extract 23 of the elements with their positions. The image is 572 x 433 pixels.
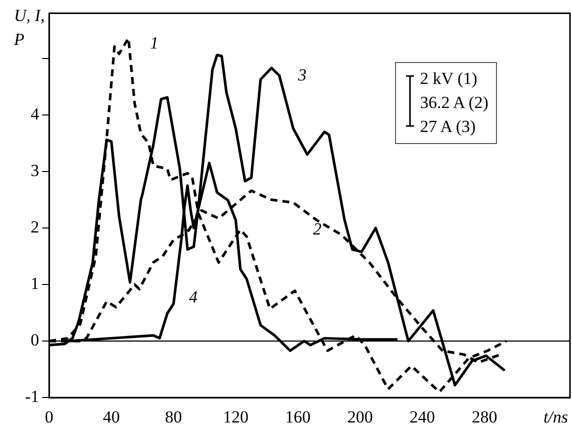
x-tick-label: 40 [102, 407, 120, 426]
x-tick-label: 80 [165, 407, 182, 426]
annotation: 36.2 A (2) [420, 92, 488, 114]
x-tick-label: 0 [44, 407, 54, 426]
x-tick-label: 160 [285, 407, 311, 426]
series-label: 1 [150, 33, 158, 52]
series-label: 3 [297, 65, 306, 84]
x-tick-label: 280 [472, 407, 498, 426]
y-tick-label: -1 [24, 387, 40, 406]
annotation: 27 A (3) [420, 116, 477, 138]
series-label: 2 [313, 219, 322, 238]
annotation: 2 kV (1) [420, 68, 478, 90]
x-tick-label: 200 [347, 407, 373, 426]
x-axis-title: t/ns [543, 408, 568, 427]
y-tick-label: 2 [30, 217, 40, 236]
series-label: 4 [189, 287, 198, 306]
y-tick-label: 4 [30, 104, 40, 124]
y-tick-label: 0 [30, 330, 40, 350]
x-tick-label: 120 [222, 407, 248, 426]
y-tick-label: 3 [30, 160, 40, 180]
y-tick-label: 1 [30, 274, 40, 294]
y-axis-title: U, I, P [13, 6, 45, 49]
x-tick-label: 240 [410, 407, 436, 426]
